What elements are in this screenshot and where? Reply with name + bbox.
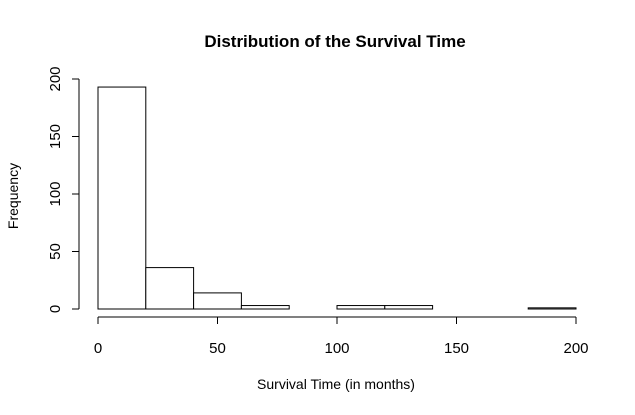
histogram-bar-1 xyxy=(145,267,195,310)
y-tick-label-1: 50 xyxy=(47,243,64,260)
y-axis: 0 50 100 150 200 xyxy=(47,66,80,313)
histogram-bar-6 xyxy=(384,305,434,310)
y-tick-label-4: 200 xyxy=(47,66,64,91)
y-tick-label-3: 150 xyxy=(47,124,64,149)
x-tick-label-0: 0 xyxy=(94,340,102,357)
x-tick-label-2: 100 xyxy=(324,340,349,357)
x-axis-label: Survival Time (in months) xyxy=(257,376,415,392)
y-tick-label-2: 100 xyxy=(47,181,64,206)
histogram-bar-3 xyxy=(240,305,290,310)
chart-title: Distribution of the Survival Time xyxy=(204,32,465,51)
y-axis-label: Frequency xyxy=(5,163,21,229)
x-tick-label-3: 150 xyxy=(444,340,469,357)
x-tick-label-4: 200 xyxy=(563,340,588,357)
bars-group xyxy=(97,86,577,310)
x-axis: 0 50 100 150 200 xyxy=(94,316,589,357)
histogram-bar-5 xyxy=(336,305,386,310)
histogram-bar-9 xyxy=(527,307,577,310)
x-tick-label-1: 50 xyxy=(209,340,226,357)
histogram-bar-2 xyxy=(193,292,242,310)
y-tick-label-0: 0 xyxy=(47,305,64,313)
histogram-bar-0 xyxy=(97,86,147,310)
